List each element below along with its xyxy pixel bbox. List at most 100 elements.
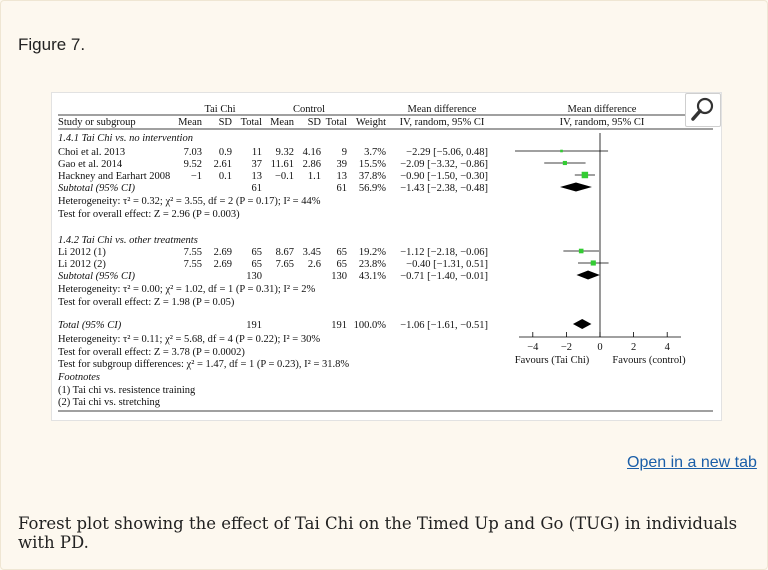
subtotal-label: Subtotal (95% CI) bbox=[58, 183, 135, 194]
study-ci: −2.09 [−3.32, −0.86] bbox=[400, 159, 488, 170]
total-weight: 100.0% bbox=[354, 320, 387, 331]
study-name: Li 2012 (2) bbox=[58, 259, 106, 270]
figure-caption: Forest plot showing the effect of Tai Ch… bbox=[18, 514, 738, 552]
control-sd: 3.45 bbox=[303, 247, 321, 258]
column-header: SD bbox=[308, 117, 322, 128]
subtotal-tai-chi-total: 61 bbox=[252, 183, 263, 194]
subtotal-weight: 56.9% bbox=[359, 183, 386, 194]
overall-effect-text: Test for overall effect: Z = 1.98 (P = 0… bbox=[58, 297, 235, 308]
forest-plot-figure[interactable]: Tai Chi Control Mean difference Mean differ… bbox=[51, 92, 722, 421]
total-overall-effect: Test for overall effect: Z = 3.78 (P = 0… bbox=[58, 347, 245, 358]
subtotal-label: Subtotal (95% CI) bbox=[58, 271, 135, 282]
column-header: Total bbox=[326, 117, 348, 128]
magnifier-icon bbox=[691, 97, 714, 121]
tai-chi-mean: −1 bbox=[191, 171, 202, 182]
forest-plot: Tai Chi Control Mean difference Mean differ… bbox=[57, 104, 713, 412]
control-sd: 4.16 bbox=[303, 147, 321, 158]
summary-diamond bbox=[576, 270, 600, 280]
heterogeneity-text: Heterogeneity: τ² = 0.32; χ² = 3.55, df … bbox=[58, 196, 321, 207]
tai-chi-total: 65 bbox=[252, 247, 263, 258]
control-mean: 11.61 bbox=[271, 159, 294, 170]
column-header: Weight bbox=[356, 117, 386, 128]
heterogeneity-text: Heterogeneity: τ² = 0.00; χ² = 1.02, df … bbox=[58, 284, 315, 295]
control-mean: 7.65 bbox=[276, 259, 294, 270]
total-control: 191 bbox=[331, 320, 347, 331]
control-total: 39 bbox=[337, 159, 348, 170]
x-tick-label: 4 bbox=[665, 342, 671, 353]
point-estimate-marker bbox=[560, 149, 563, 153]
study-name: Gao et al. 2014 bbox=[58, 159, 123, 170]
study-ci: −0.40 [−1.31, 0.51] bbox=[406, 259, 488, 270]
tai-chi-sd: 2.69 bbox=[214, 259, 232, 270]
study-name: Choi et al. 2013 bbox=[58, 147, 125, 158]
study-weight: 23.8% bbox=[359, 259, 386, 270]
subtotal-weight: 43.1% bbox=[359, 271, 386, 282]
control-total: 65 bbox=[337, 247, 348, 258]
subtotal-tai-chi-total: 130 bbox=[246, 271, 262, 282]
control-total: 9 bbox=[342, 147, 347, 158]
control-mean: 8.67 bbox=[276, 247, 294, 258]
tai-chi-sd: 0.9 bbox=[219, 147, 232, 158]
point-estimate-marker bbox=[581, 171, 589, 179]
control-mean: 9.32 bbox=[276, 147, 294, 158]
subtotal-ci: −0.71 [−1.40, −0.01] bbox=[400, 271, 488, 282]
column-header: Total bbox=[241, 117, 263, 128]
x-tick-label: 2 bbox=[631, 342, 636, 353]
tai-chi-total: 11 bbox=[252, 147, 262, 158]
footnote: (2) Tai chi vs. stretching bbox=[58, 397, 161, 408]
open-in-new-tab-link[interactable]: Open in a new tab bbox=[627, 454, 757, 471]
column-ci: IV, random, 95% CI bbox=[400, 117, 485, 128]
tai-chi-mean: 7.03 bbox=[184, 147, 202, 158]
point-estimate-marker bbox=[590, 260, 596, 266]
tai-chi-mean: 9.52 bbox=[184, 159, 202, 170]
summary-diamond bbox=[560, 182, 592, 192]
study-name: Hackney and Earhart 2008 bbox=[58, 171, 170, 182]
header-mean-difference-right: Mean difference bbox=[568, 104, 637, 115]
total-heterogeneity: Heterogeneity: τ² = 0.11; χ² = 5.68, df … bbox=[58, 334, 320, 345]
control-sd: 1.1 bbox=[308, 171, 321, 182]
study-ci: −1.12 [−2.18, −0.06] bbox=[400, 247, 488, 258]
study-weight: 15.5% bbox=[359, 159, 386, 170]
tai-chi-sd: 0.1 bbox=[219, 171, 232, 182]
tai-chi-total: 65 bbox=[252, 259, 263, 270]
tai-chi-total: 37 bbox=[252, 159, 263, 170]
study-ci: −2.29 [−5.06, 0.48] bbox=[406, 147, 488, 158]
control-total: 13 bbox=[337, 171, 348, 182]
tai-chi-total: 13 bbox=[252, 171, 263, 182]
footnote: (1) Tai chi vs. resistence training bbox=[58, 385, 196, 396]
figure-title: Figure 7. bbox=[18, 35, 86, 54]
favours-right-label: Favours (control) bbox=[612, 355, 686, 366]
tai-chi-sd: 2.61 bbox=[214, 159, 232, 170]
study-weight: 19.2% bbox=[359, 247, 386, 258]
study-weight: 3.7% bbox=[364, 147, 386, 158]
total-ci: −1.06 [−1.61, −0.51] bbox=[400, 320, 488, 331]
control-sd: 2.86 bbox=[303, 159, 321, 170]
x-tick-label: −4 bbox=[527, 342, 539, 353]
overall-effect-text: Test for overall effect: Z = 2.96 (P = 0… bbox=[58, 209, 240, 220]
subtotal-control-total: 130 bbox=[331, 271, 347, 282]
column-method-right: IV, random, 95% CI bbox=[560, 117, 645, 128]
subtotal-control-total: 61 bbox=[337, 183, 348, 194]
point-estimate-marker bbox=[562, 160, 567, 166]
footnotes-title: Footnotes bbox=[57, 372, 100, 383]
study-name: Li 2012 (1) bbox=[58, 247, 106, 258]
point-estimate-marker bbox=[578, 248, 584, 254]
column-header: SD bbox=[219, 117, 233, 128]
x-tick-label: −2 bbox=[561, 342, 572, 353]
subtotal-ci: −1.43 [−2.38, −0.48] bbox=[400, 183, 488, 194]
total-diamond bbox=[572, 319, 592, 329]
total-label: Total (95% CI) bbox=[58, 320, 122, 331]
study-ci: −0.90 [−1.50, −0.30] bbox=[400, 171, 488, 182]
subgroup-title: 1.4.1 Tai Chi vs. no intervention bbox=[58, 133, 193, 144]
x-tick-label: 0 bbox=[597, 342, 602, 353]
column-header: Mean bbox=[178, 117, 203, 128]
study-weight: 37.8% bbox=[359, 171, 386, 182]
tai-chi-mean: 7.55 bbox=[184, 259, 202, 270]
total-tai-chi: 191 bbox=[246, 320, 262, 331]
column-header: Mean bbox=[270, 117, 295, 128]
column-study: Study or subgroup bbox=[58, 117, 136, 128]
zoom-button[interactable] bbox=[685, 93, 721, 127]
tai-chi-sd: 2.69 bbox=[214, 247, 232, 258]
header-mean-difference-left: Mean difference bbox=[408, 104, 477, 115]
header-control: Control bbox=[293, 104, 325, 115]
